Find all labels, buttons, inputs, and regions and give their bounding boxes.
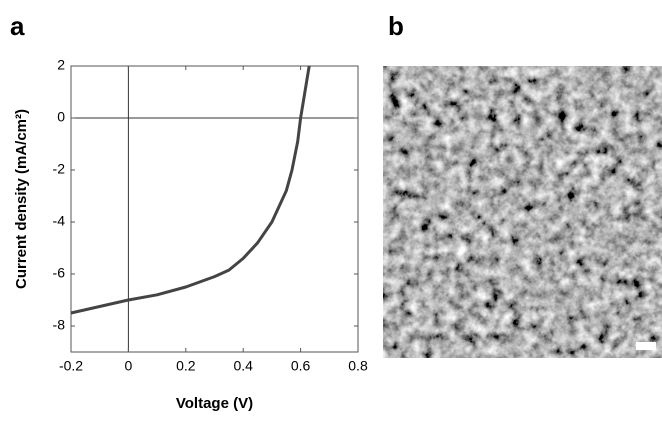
plot-frame xyxy=(70,65,359,353)
y-tick-label: -6 xyxy=(53,265,66,281)
jv-curve xyxy=(70,65,311,315)
x-axis-label: Voltage (V) xyxy=(176,395,253,412)
y-tick-label: -4 xyxy=(53,213,66,229)
y-tick-label: -2 xyxy=(53,161,66,177)
x-tick-label: 0.2 xyxy=(176,358,196,374)
panel-label: a xyxy=(10,11,25,41)
scale-bar xyxy=(636,342,656,350)
plot: -8 -6 -4 -2 0 2 -0.2 0 0.2 0.4 0.6 0.8 Voltage (V) Cu… xyxy=(13,57,368,412)
x-tick-label: 0.6 xyxy=(291,358,311,374)
tem-image xyxy=(383,66,662,358)
panel-label: b xyxy=(388,11,404,41)
y-tick-label: 2 xyxy=(57,57,65,73)
y-axis-label: Current density (mA/cm²) xyxy=(13,109,30,289)
x-tick-label: 0.4 xyxy=(233,358,253,374)
micrograph xyxy=(383,66,662,358)
y-tick-label: 0 xyxy=(57,109,65,125)
y-tick-label: -8 xyxy=(53,317,66,333)
x-tick-label: 0.8 xyxy=(348,358,368,374)
x-tick-label: -0.2 xyxy=(59,358,83,374)
x-tick-label: 0 xyxy=(125,358,133,374)
